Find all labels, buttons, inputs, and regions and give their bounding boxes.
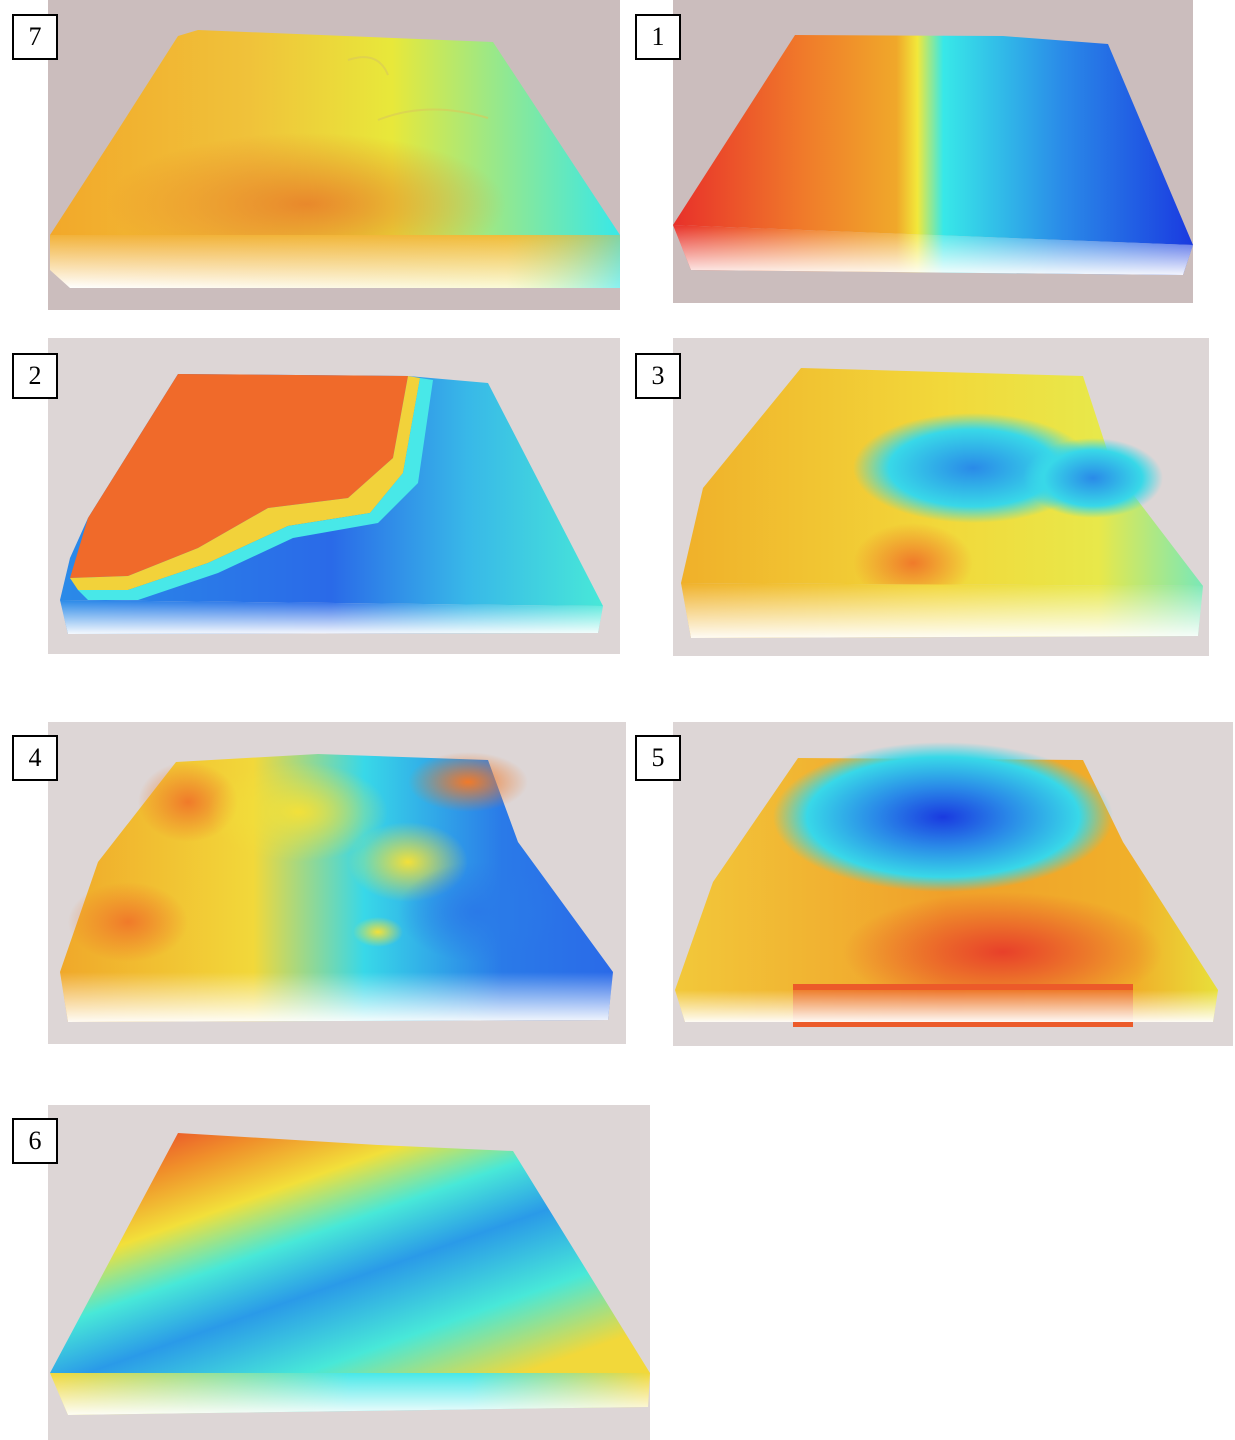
terrain-image-2 (48, 338, 620, 654)
terrain-image-4 (48, 722, 626, 1044)
terrain-panel-5 (673, 722, 1233, 1046)
panel-label-1: 1 (635, 14, 681, 60)
panel-label-6: 6 (12, 1118, 58, 1164)
panel-label-4: 4 (12, 735, 58, 781)
terrain-panel-4 (48, 722, 626, 1044)
panel-label-7: 7 (12, 14, 58, 60)
panel-label-3: 3 (635, 353, 681, 399)
terrain-image-1 (673, 0, 1193, 303)
terrain-image-5 (673, 722, 1233, 1046)
terrain-panel-1 (673, 0, 1193, 303)
terrain-panel-2 (48, 338, 620, 654)
terrain-image-6 (48, 1105, 650, 1440)
terrain-panel-7 (48, 0, 620, 310)
terrain-image-3 (673, 338, 1209, 656)
terrain-panel-3 (673, 338, 1209, 656)
panel-label-5: 5 (635, 735, 681, 781)
panel-label-2: 2 (12, 353, 58, 399)
terrain-image-7 (48, 0, 620, 310)
terrain-panel-6 (48, 1105, 650, 1440)
